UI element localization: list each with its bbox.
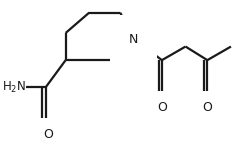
Text: H$_2$N: H$_2$N: [1, 80, 26, 95]
Text: O: O: [202, 101, 212, 114]
Text: O: O: [43, 128, 53, 141]
Text: N: N: [129, 33, 138, 46]
Text: O: O: [157, 101, 167, 114]
